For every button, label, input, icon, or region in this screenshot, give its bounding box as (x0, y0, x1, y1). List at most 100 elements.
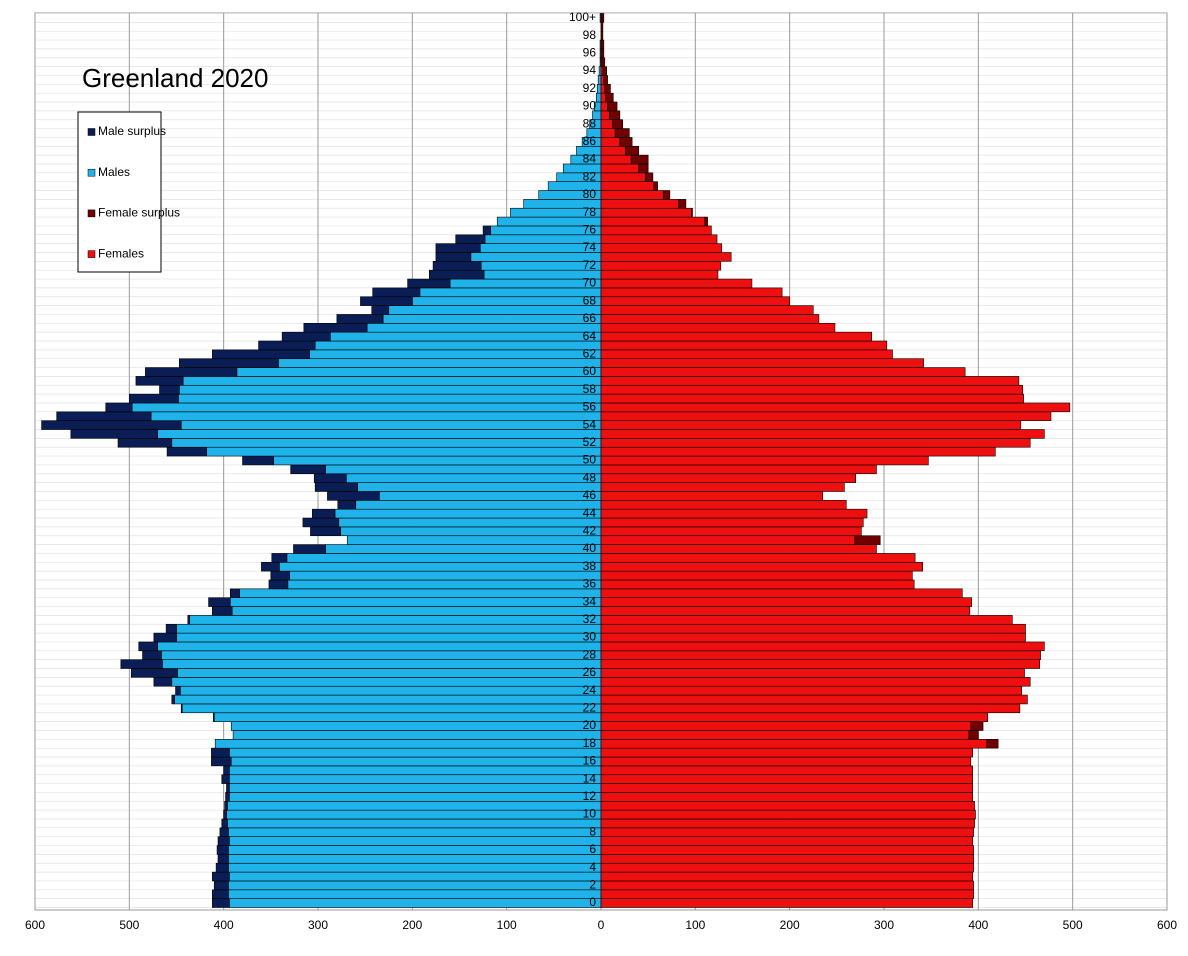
bar (293, 544, 326, 554)
bar (179, 685, 602, 696)
bar (600, 862, 974, 873)
y-tick-label: 62 (583, 346, 597, 360)
bar (214, 739, 602, 749)
bar (600, 225, 712, 236)
y-tick-label: 96 (583, 46, 597, 60)
bar (601, 48, 605, 59)
bar (600, 110, 610, 121)
bar (229, 765, 602, 776)
bar (174, 694, 602, 705)
y-tick-label: 94 (583, 63, 597, 77)
bar (600, 455, 929, 466)
bar (600, 880, 974, 891)
bar (150, 411, 602, 421)
bar (603, 75, 608, 85)
bar (70, 429, 158, 439)
bar (600, 818, 975, 829)
bar (600, 623, 1026, 634)
bar (162, 659, 602, 669)
bar (600, 774, 973, 784)
bar (600, 659, 1040, 669)
bar (609, 110, 621, 121)
bar (600, 84, 606, 94)
bar (228, 880, 602, 891)
bar (379, 491, 602, 501)
x-tick-label: 300 (308, 918, 328, 932)
x-tick-label: 500 (1063, 918, 1083, 932)
bar (435, 243, 481, 253)
bar (366, 323, 602, 333)
bar (120, 659, 163, 669)
bar (600, 615, 1013, 625)
bar (600, 145, 626, 156)
bars (41, 13, 1071, 908)
bar (216, 845, 229, 855)
bar (325, 464, 602, 475)
bar (289, 570, 602, 581)
bar (224, 800, 228, 811)
bar (229, 588, 241, 598)
bar (600, 287, 783, 298)
bar (600, 898, 973, 908)
y-tick-label: 6 (589, 842, 596, 856)
bar (600, 809, 976, 820)
bar (334, 508, 602, 519)
bar (600, 101, 608, 112)
bar (600, 685, 1023, 696)
bar (329, 331, 602, 342)
bar (229, 871, 602, 882)
bar (970, 721, 984, 731)
bar (117, 438, 173, 448)
bar (227, 818, 602, 829)
bar (212, 871, 230, 882)
bar (607, 101, 618, 112)
bar (600, 871, 973, 882)
bar (600, 252, 732, 262)
bar (604, 84, 611, 94)
y-tick-label: 2 (589, 878, 596, 892)
bar (600, 854, 974, 864)
bar (600, 694, 1028, 705)
bar (135, 376, 184, 386)
bar (229, 597, 602, 607)
x-tick-label: 100 (497, 918, 517, 932)
legend-swatch (87, 209, 96, 218)
bar (600, 526, 862, 537)
y-tick-label: 52 (583, 435, 597, 449)
bar (597, 75, 602, 85)
y-tick-label: 64 (583, 329, 597, 343)
bar (704, 216, 708, 227)
bar (429, 269, 485, 280)
bar (600, 314, 820, 324)
x-tick-label: 0 (598, 918, 605, 932)
bar (600, 384, 1023, 395)
bar (449, 278, 602, 289)
bar (645, 172, 654, 182)
y-tick-label: 38 (583, 559, 597, 573)
y-tick-label: 76 (583, 223, 597, 237)
bar (600, 482, 845, 492)
y-tick-label: 66 (583, 311, 597, 325)
bar (600, 393, 1024, 404)
bar (470, 252, 602, 262)
y-tick-label: 18 (583, 736, 597, 750)
bar (596, 84, 602, 94)
bar (455, 234, 486, 244)
bar (412, 296, 602, 306)
bar (268, 579, 289, 590)
bar (228, 854, 602, 864)
bar (600, 579, 915, 590)
bar (619, 137, 633, 147)
bar (165, 623, 177, 634)
bar (239, 588, 602, 598)
y-tick-label: 24 (583, 683, 597, 697)
bar (691, 207, 693, 218)
bar (130, 668, 178, 678)
bar (600, 30, 604, 41)
bar (612, 119, 623, 129)
bar (382, 314, 602, 324)
bar (600, 641, 1045, 652)
bar (223, 765, 230, 776)
bar (600, 216, 706, 227)
